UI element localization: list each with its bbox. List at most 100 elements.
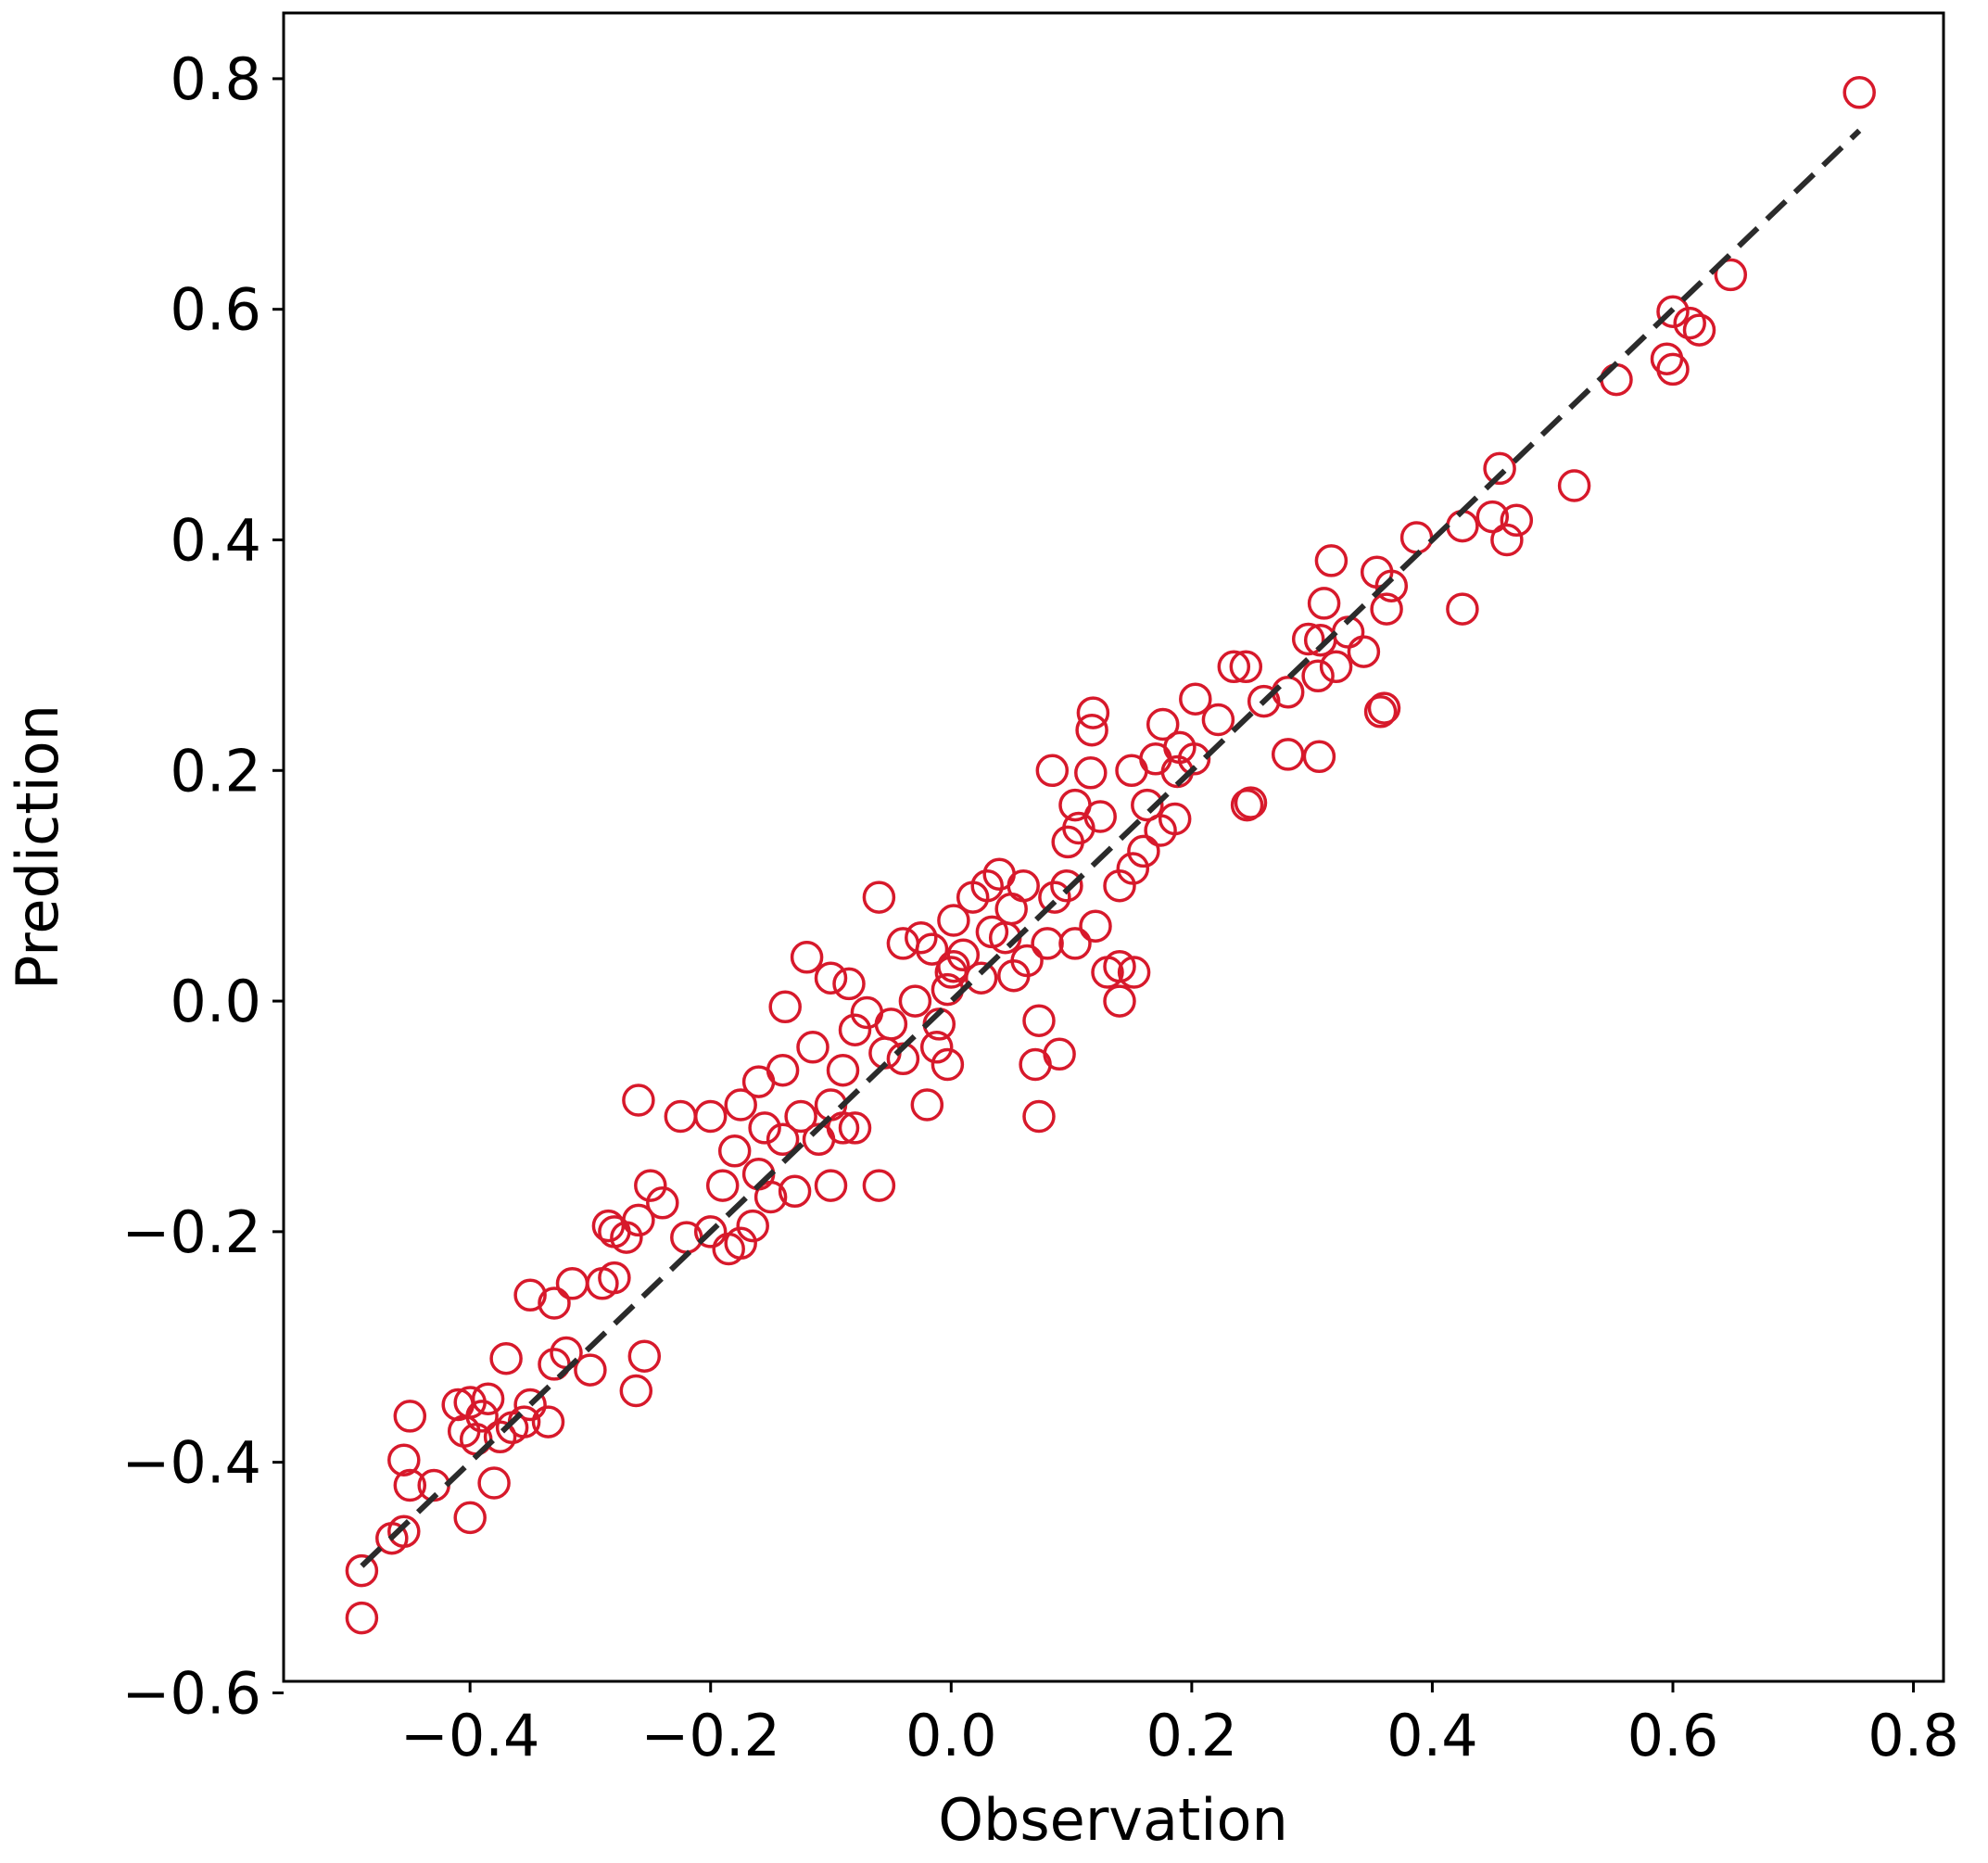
data-point (1483, 451, 1516, 486)
data-point (1091, 956, 1124, 989)
data-point (1363, 695, 1398, 729)
data-point (393, 1400, 427, 1433)
data-point (345, 1553, 379, 1588)
data-point (387, 1443, 421, 1476)
y-tick-label: 0.8 (170, 45, 261, 113)
y-tick-label: −0.2 (121, 1198, 261, 1266)
data-point (1031, 927, 1064, 960)
data-point (393, 1468, 427, 1502)
data-point (1035, 754, 1070, 788)
data-points (345, 76, 1876, 1635)
y-tick-label: −0.4 (121, 1429, 261, 1497)
data-point (956, 881, 990, 914)
data-point (814, 961, 848, 995)
data-point (717, 1134, 752, 1168)
data-point (1229, 650, 1263, 684)
x-axis: −0.4 −0.2 0.0 0.2 0.4 0.6 0.8 (400, 1681, 1959, 1769)
data-point (1144, 814, 1177, 847)
data-point (826, 1053, 860, 1087)
data-point (531, 1405, 565, 1438)
data-point (1038, 881, 1071, 914)
data-point (937, 949, 970, 983)
data-point (784, 1099, 817, 1134)
data-point (997, 958, 1031, 993)
data-point (1117, 956, 1151, 989)
data-point (1103, 984, 1136, 1018)
data-point (1557, 469, 1591, 502)
data-point (453, 1501, 487, 1535)
x-tick-label: 0.0 (905, 1702, 997, 1769)
data-point (862, 881, 896, 914)
data-point (768, 990, 802, 1024)
data-point (1007, 868, 1040, 903)
data-point (1319, 650, 1353, 684)
data-point (1131, 788, 1164, 822)
data-point (862, 1169, 896, 1202)
data-point (1051, 825, 1084, 859)
data-point (619, 1374, 653, 1408)
data-point (1201, 703, 1235, 737)
data-point (1022, 1099, 1056, 1134)
data-point (736, 1209, 769, 1243)
data-point (1075, 713, 1108, 747)
data-point (1234, 786, 1268, 819)
data-point (705, 1169, 740, 1202)
data-point (1103, 868, 1136, 903)
data-point (1050, 868, 1083, 903)
data-point (1446, 592, 1479, 626)
data-point (778, 1174, 812, 1209)
data-point (937, 904, 970, 937)
x-tick-label: 0.8 (1868, 1702, 1959, 1769)
data-point (1682, 313, 1716, 347)
x-axis-label: Observation (938, 1786, 1288, 1854)
data-point (931, 1047, 965, 1082)
data-point (1247, 684, 1281, 718)
data-point (1022, 1004, 1056, 1037)
data-point (693, 1099, 728, 1134)
data-point (1490, 523, 1524, 557)
data-point (622, 1084, 655, 1117)
data-point (1079, 909, 1112, 943)
y-axis-label: Prediction (4, 704, 71, 990)
data-point (741, 1065, 776, 1098)
data-point (910, 1088, 944, 1122)
data-point (790, 941, 824, 974)
x-tick-label: 0.2 (1146, 1702, 1238, 1769)
data-point (796, 1031, 829, 1064)
x-tick-label: 0.4 (1387, 1702, 1478, 1769)
data-point (1307, 587, 1341, 620)
data-point (1302, 740, 1336, 774)
data-point (1074, 756, 1108, 790)
reference-line (360, 128, 1862, 1568)
data-point (627, 1339, 662, 1373)
data-point (905, 920, 938, 955)
data-point (748, 1111, 781, 1145)
data-point (591, 1209, 626, 1243)
data-point (598, 1215, 631, 1248)
x-tick-label: −0.4 (400, 1702, 540, 1769)
data-point (375, 1521, 409, 1555)
y-tick-label: −0.6 (121, 1659, 261, 1727)
x-tick-label: 0.6 (1627, 1702, 1719, 1769)
data-point (1146, 707, 1180, 741)
data-point (1115, 754, 1148, 788)
y-tick-label: 0.4 (170, 506, 261, 574)
data-point (1217, 650, 1251, 684)
data-point (838, 1013, 872, 1046)
y-tick-label: 0.0 (170, 968, 261, 1035)
data-point (513, 1388, 547, 1422)
data-point (946, 938, 981, 972)
data-point (1076, 696, 1110, 729)
data-point (1058, 927, 1092, 960)
data-point (1367, 691, 1401, 725)
data-point (1360, 555, 1394, 589)
reference-line-group (360, 128, 1862, 1568)
data-point (1301, 659, 1335, 693)
data-point (483, 1420, 517, 1454)
data-point (477, 1466, 511, 1500)
data-point (646, 1186, 679, 1220)
data-point (886, 927, 920, 960)
data-point (1500, 503, 1534, 538)
